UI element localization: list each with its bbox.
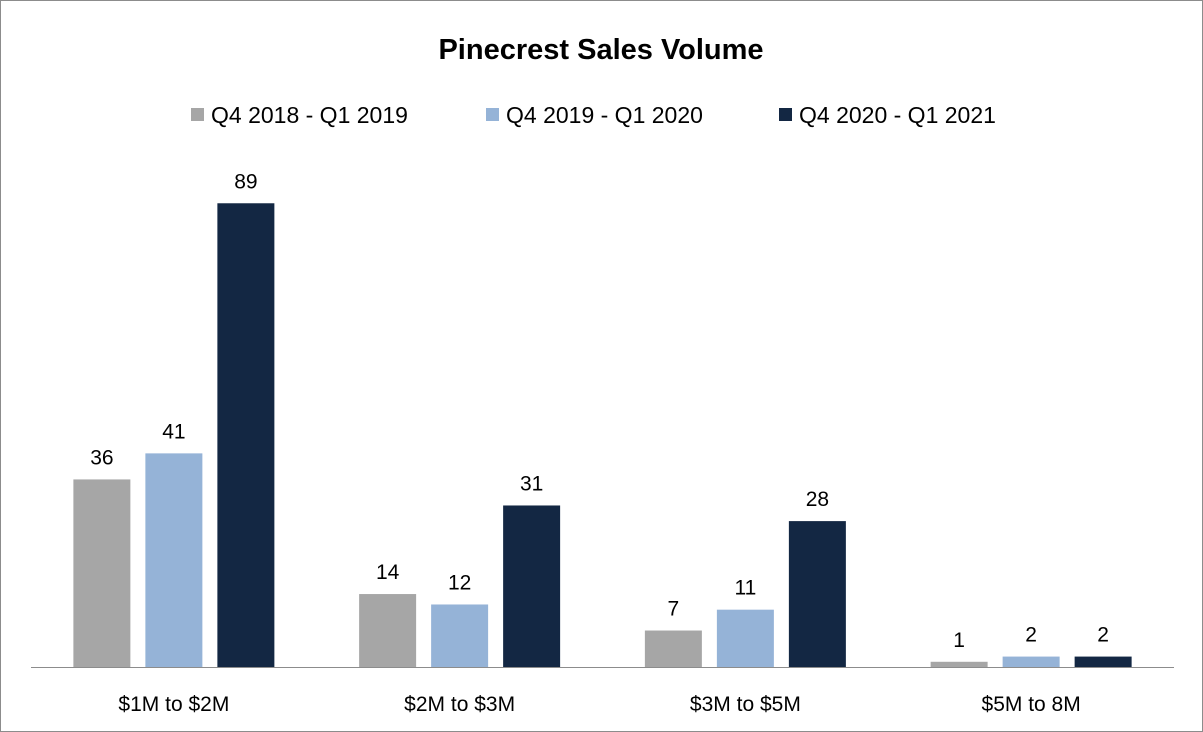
data-label-2-1: 41 [162,420,185,443]
bar-3-3 [788,521,846,667]
chart-title: Pinecrest Sales Volume [438,34,763,66]
data-label-3-2: 31 [520,472,543,495]
x-tick-label: $5M to 8M [982,693,1081,716]
data-label-1-4: 1 [953,629,965,652]
data-label-2-4: 2 [1025,624,1037,647]
data-label-1-2: 14 [376,561,400,584]
bar-1-1 [73,479,131,667]
legend-label: Q4 2018 - Q1 2019 [211,102,408,128]
legend-label: Q4 2020 - Q1 2021 [799,102,996,128]
data-label-3-1: 89 [234,170,257,193]
bar-3-2 [503,505,561,667]
legend-swatch [191,108,204,121]
bar-2-3 [716,609,774,667]
x-tick-label: $2M to $3M [404,693,515,716]
legend-swatch [486,108,499,121]
data-label-2-2: 12 [448,571,471,594]
x-tick-label: $3M to $5M [690,693,801,716]
data-label-3-3: 28 [806,488,829,511]
x-axis-ticks: $1M to $2M $2M to $3M $3M to $5M $5M to 8M [118,693,1080,716]
bar-1-2 [359,594,417,667]
data-label-1-1: 36 [90,446,113,469]
legend-swatch [779,108,792,121]
x-tick-label: $1M to $2M [118,693,229,716]
bar-2-1 [145,453,203,667]
data-label-2-3: 11 [734,577,756,600]
bar-2-2 [431,604,489,667]
legend: Q4 2018 - Q1 2019 Q4 2019 - Q1 2020 Q4 202… [191,102,996,128]
bar-3-4 [1074,656,1132,667]
data-label-1-3: 7 [668,598,680,621]
bar-1-3 [644,630,702,667]
bar-2-4 [1002,656,1060,667]
data-label-3-4: 2 [1097,624,1109,647]
bar-3-1 [217,203,275,667]
legend-label: Q4 2019 - Q1 2020 [506,102,703,128]
bar-1-4 [930,661,988,667]
